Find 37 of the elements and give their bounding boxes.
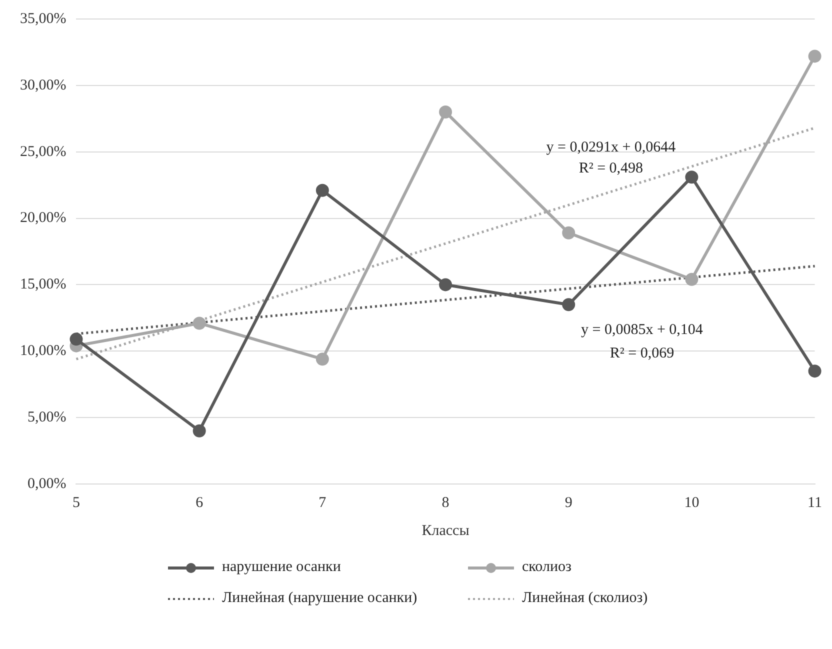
x-tick-label: 8	[442, 494, 450, 511]
x-tick-label: 7	[318, 494, 327, 511]
point	[439, 278, 452, 292]
point	[439, 106, 452, 118]
point	[562, 226, 576, 240]
y-tick-label: 10,00%	[20, 343, 66, 360]
legend-label: сколиоз	[522, 559, 572, 576]
y-tick-label: 5,00%	[27, 410, 66, 426]
point	[70, 332, 83, 346]
point	[685, 272, 698, 286]
point	[192, 316, 206, 330]
point	[316, 352, 329, 366]
x-axis-title: Классы	[422, 522, 470, 539]
annotation: y = 0,0085x + 0,104	[581, 322, 704, 338]
x-tick-label: 9	[564, 494, 572, 511]
y-tick-label: 0,00%	[27, 476, 66, 492]
point	[808, 50, 822, 63]
x-tick-label: 6	[196, 494, 204, 511]
legend-label: нарушение осанки	[222, 559, 341, 576]
x-tick-label: 11	[808, 494, 822, 511]
point	[562, 298, 576, 312]
legend-label: Линейная (сколиоз)	[522, 590, 648, 607]
annotation: y = 0,0291x + 0,0644	[546, 140, 676, 156]
annotation: R² = 0,498	[578, 160, 644, 177]
legend-label: Линейная (нарушение осанки)	[222, 590, 418, 607]
y-tick-label: 35,00%	[20, 10, 66, 27]
y-tick-label: 15,00%	[20, 276, 66, 293]
point	[685, 170, 698, 184]
y-tick-label: 20,00%	[20, 210, 66, 226]
point	[316, 184, 329, 197]
point	[808, 364, 822, 378]
point	[192, 424, 206, 438]
x-tick-label: 10	[684, 494, 700, 511]
y-tick-label: 25,00%	[20, 144, 66, 160]
y-tick-label: 30,00%	[20, 77, 66, 94]
x-tick-label: 5	[72, 494, 80, 511]
annotation: R² = 0,069	[610, 346, 674, 362]
